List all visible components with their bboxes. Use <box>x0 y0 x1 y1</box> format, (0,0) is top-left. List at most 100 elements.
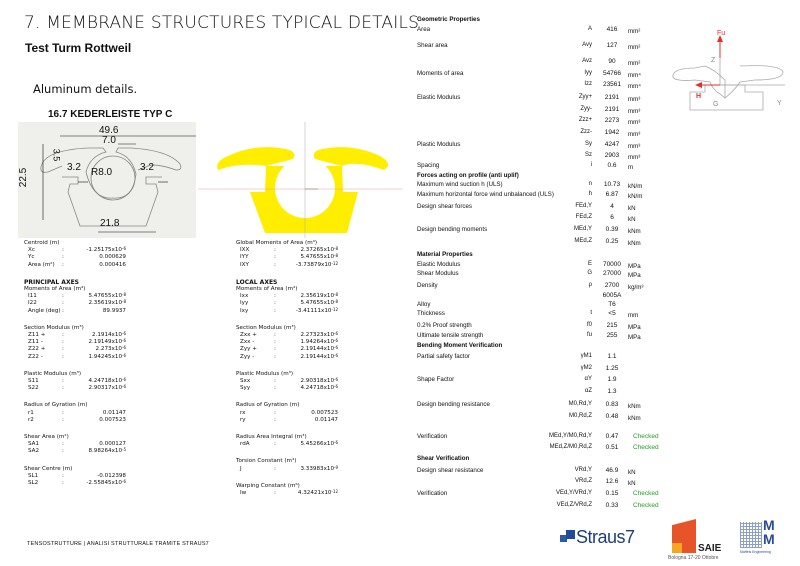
property-key: Zxx - <box>240 339 255 346</box>
axis-label-y: Y <box>777 100 782 107</box>
dim-radius: R8.0 <box>91 167 113 178</box>
row-unit: kNm <box>628 415 641 422</box>
property-group: Shear Area (m²) SA1: 0.000127 SA2: 8.98264x1… <box>24 434 126 456</box>
row-value: 1.9 <box>607 376 617 383</box>
property-value: -3.41111x10-12 <box>295 306 338 314</box>
property-row: SA1: 0.000127 <box>24 441 126 448</box>
property-value: 0.000127 <box>99 441 126 448</box>
property-row: S11: 4.24718x10-6 <box>24 378 126 385</box>
row-unit: kN/m <box>628 193 643 200</box>
row-value: 0.25 <box>605 238 619 245</box>
row-label: Maximum horizontal force wind unbalanced… <box>417 191 554 198</box>
row-label: Shear area <box>417 42 448 49</box>
row-symbol: MEd,Z <box>574 238 592 244</box>
row-label: Partial safety factor <box>417 353 470 360</box>
table-section-header: Forces acting on profile (anti uplif) <box>417 172 519 179</box>
group-title: Shear Centre (m) <box>24 465 73 472</box>
page-subtitle: Test Turm Rottweil <box>25 41 132 55</box>
group-title: Global Moments of Area (m⁴) <box>236 240 318 246</box>
property-key: r2 <box>28 416 34 423</box>
row-symbol: MEd,Y/M0,Rd,Y <box>548 433 592 439</box>
property-group: Global Moments of Area (m⁴) IXX: 2.37265x1… <box>236 240 338 269</box>
property-key: S11 <box>28 378 39 385</box>
row-symbol: Iyy <box>584 70 592 76</box>
group-title: Warping Constant (m⁶) <box>236 482 300 489</box>
property-value: 0.000629 <box>99 254 126 261</box>
property-row: Zyy +: 2.19144x10-6 <box>236 346 338 353</box>
row-unit: mm² <box>628 60 641 67</box>
exponent: -8 <box>334 299 338 305</box>
row-symbol: VEd,Y/VRd,Y <box>555 490 592 496</box>
property-key: SL1 <box>28 472 39 479</box>
exponent: -6 <box>334 352 338 358</box>
exponent: -12 <box>331 306 338 312</box>
property-row: r1: 0.01147 <box>24 410 126 417</box>
row-label: Spacing <box>417 162 440 169</box>
row-label: Maximum wind suction h (ULS) <box>417 181 503 188</box>
property-row: Zxx +: 2.27323x10-6 <box>236 332 338 339</box>
row-value: 90 <box>608 58 616 65</box>
intro-text: Aluminum details. <box>33 82 138 96</box>
row-value: 70000 <box>602 261 622 268</box>
table-section-header: Material Properties <box>417 251 473 258</box>
property-row: Yc: 0.000629 <box>24 254 126 261</box>
property-value: 2.273x10-6 <box>95 345 126 353</box>
property-group: Section Modulus (m³) Zxx +:2.27323x10-6 Zx… <box>236 325 338 361</box>
property-key: Z11 - <box>28 339 43 346</box>
colon: : <box>62 353 64 360</box>
property-row: Iw: 4.32421x10-12 <box>236 490 338 497</box>
centroid-label: G <box>713 101 719 108</box>
property-key: rx <box>240 409 246 416</box>
group-title: Plastic Modulus (m³) <box>24 370 82 377</box>
row-label: Design shear forces <box>417 203 473 210</box>
property-row: Xc: -1.25175x10-6 <box>24 247 126 254</box>
property-key: SL2 <box>28 480 39 487</box>
saie-logo: SAIE Bologna 17-20 Ottobre <box>668 517 723 565</box>
row-symbol: h <box>588 191 592 197</box>
exponent: -8 <box>334 246 338 252</box>
row-value: 0.48 <box>605 413 619 420</box>
property-group: Warping Constant (m⁶) Iw: 4.32421x10-12 <box>236 483 338 497</box>
property-row: Ixx: 2.35619x10-8 <box>236 293 338 300</box>
row-symbol: αZ <box>584 388 592 394</box>
row-symbol: Zyy- <box>580 106 592 112</box>
row-value: T6 <box>608 301 616 308</box>
row-symbol: Avy <box>582 42 592 48</box>
property-row: I22: 2.35619x10-8 <box>24 300 126 307</box>
row-label: Moments of area <box>417 70 464 77</box>
colon: : <box>62 293 64 300</box>
table-section-header: Shear Verification <box>417 455 470 462</box>
row-symbol: γM2 <box>580 365 592 371</box>
row-unit: mm² <box>628 44 641 51</box>
row-value: 0.47 <box>605 433 619 440</box>
group-title: Section Modulus (m³) <box>236 324 296 331</box>
dim-base: 21.8 <box>100 218 120 229</box>
property-group: Centroid (m) Xc: -1.25175x10-6 Yc:0.000629 A… <box>24 240 126 269</box>
row-unit: MPa <box>628 324 641 331</box>
row-symbol: αY <box>584 376 592 382</box>
colon: : <box>62 416 64 423</box>
colon: : <box>274 409 276 416</box>
group-title: Centroid (m) <box>24 240 60 246</box>
row-unit: kN <box>628 216 636 223</box>
row-unit: mm³ <box>628 119 641 126</box>
property-value: -3.73879x10-12 <box>295 260 338 268</box>
row-unit: kN/m <box>628 183 643 190</box>
page-title: 7. MEMBRANE STRUCTURES TYPICAL DETAILS <box>24 13 420 33</box>
row-symbol: M0,Rd,Z <box>568 413 592 419</box>
group-title: Plastic Modulus (m³) <box>236 370 294 377</box>
group-header: PRINCIPAL AXES <box>24 278 79 286</box>
property-key: I11 <box>28 293 37 300</box>
row-symbol: A <box>587 26 592 32</box>
row-value: 2191 <box>604 94 620 101</box>
colon: : <box>274 332 276 339</box>
row-unit: m <box>628 164 634 171</box>
property-group: Radius of Gyration (m) rx: 0.007523 ry: 0.01… <box>236 402 338 424</box>
colon: : <box>62 472 64 479</box>
row-symbol: MEd,Z/M0,Rd,Z <box>549 444 592 450</box>
property-key: Zyy + <box>240 346 257 353</box>
row-symbol: E <box>587 261 592 267</box>
row-unit: mm³ <box>628 96 641 103</box>
load-label-h: H <box>696 93 702 100</box>
